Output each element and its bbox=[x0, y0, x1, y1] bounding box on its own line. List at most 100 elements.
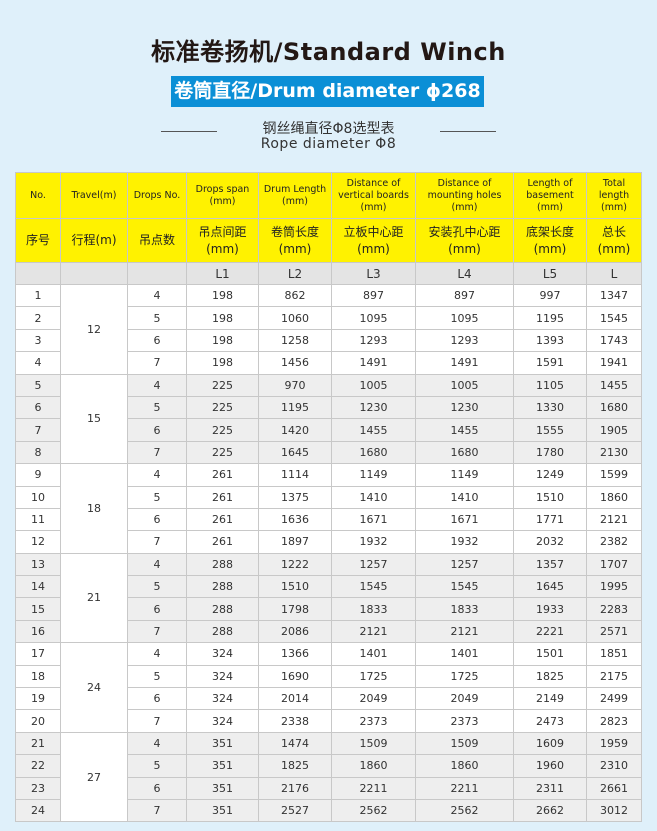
cell-no: 2 bbox=[15, 306, 61, 330]
cell-basement: 1555 bbox=[513, 418, 587, 442]
cell-no: 19 bbox=[15, 687, 61, 711]
header-en-cell: No. bbox=[15, 172, 61, 219]
cell-drops-span: 261 bbox=[186, 507, 259, 532]
cell-drops-span: 225 bbox=[186, 373, 259, 397]
header-en-cell: Distance of vertical boards (mm) bbox=[331, 172, 416, 219]
cell-vertical-boards: 1410 bbox=[331, 485, 416, 509]
cell-vertical-boards: 1833 bbox=[331, 597, 416, 621]
header-symbol-cell bbox=[60, 262, 128, 285]
cell-vertical-boards: 1257 bbox=[331, 552, 416, 577]
cell-mounting-holes: 1545 bbox=[415, 575, 514, 599]
header-symbol-row: L1 L2 L3 L4 L5 L bbox=[15, 262, 642, 285]
cell-total-length: 1545 bbox=[586, 306, 642, 330]
cell-no: 23 bbox=[15, 776, 61, 800]
cell-mounting-holes: 1671 bbox=[415, 507, 514, 532]
cell-drum-length: 2176 bbox=[258, 776, 332, 800]
cell-drops-no: 7 bbox=[127, 619, 187, 644]
cell-total-length: 1455 bbox=[586, 373, 642, 397]
cell-vertical-boards: 897 bbox=[331, 283, 416, 308]
header-en-cell: Drops No. bbox=[127, 172, 187, 219]
table-row: 3 6 198 1258 1293 1293 1393 1743 bbox=[15, 328, 642, 353]
cell-drum-length: 1114 bbox=[258, 463, 332, 487]
cell-basement: 1780 bbox=[513, 440, 587, 465]
cell-mounting-holes: 1932 bbox=[415, 530, 514, 554]
cell-mounting-holes: 1725 bbox=[415, 664, 514, 689]
cell-travel: 24 bbox=[60, 642, 128, 733]
cell-mounting-holes: 1257 bbox=[415, 552, 514, 577]
cell-drum-length: 1645 bbox=[258, 440, 332, 465]
cell-drops-no: 5 bbox=[127, 664, 187, 689]
cell-drum-length: 1798 bbox=[258, 597, 332, 621]
cell-drum-length: 1195 bbox=[258, 395, 332, 420]
cell-drum-length: 1258 bbox=[258, 328, 332, 353]
cell-no: 4 bbox=[15, 351, 61, 375]
cell-total-length: 1347 bbox=[586, 283, 642, 308]
table-row: 13 21 4 288 1222 1257 1257 1357 1707 bbox=[15, 552, 642, 644]
cell-travel: 18 bbox=[60, 463, 128, 554]
cell-vertical-boards: 1005 bbox=[331, 373, 416, 397]
cell-vertical-boards: 1401 bbox=[331, 642, 416, 666]
cell-basement: 1771 bbox=[513, 507, 587, 532]
table-row: 7 6 225 1420 1455 1455 1555 1905 bbox=[15, 418, 642, 442]
cell-mounting-holes: 1680 bbox=[415, 440, 514, 465]
cell-drops-span: 288 bbox=[186, 552, 259, 577]
cell-drops-no: 6 bbox=[127, 687, 187, 711]
header-en-cell: Length of basement (mm) bbox=[513, 172, 587, 219]
header-symbol-cell bbox=[15, 262, 61, 285]
cell-total-length: 2175 bbox=[586, 664, 642, 689]
cell-vertical-boards: 1455 bbox=[331, 418, 416, 442]
cell-drops-no: 5 bbox=[127, 485, 187, 509]
table-row: 4 7 198 1456 1491 1491 1591 1941 bbox=[15, 351, 642, 375]
cell-drum-length: 2014 bbox=[258, 687, 332, 711]
cell-mounting-holes: 1401 bbox=[415, 642, 514, 666]
cell-total-length: 2661 bbox=[586, 776, 642, 800]
cell-drum-length: 1690 bbox=[258, 664, 332, 689]
cell-mounting-holes: 1410 bbox=[415, 485, 514, 509]
cell-vertical-boards: 1149 bbox=[331, 463, 416, 487]
cell-drops-span: 261 bbox=[186, 530, 259, 554]
cell-drops-span: 324 bbox=[186, 642, 259, 666]
cell-drops-span: 351 bbox=[186, 776, 259, 800]
cell-no: 6 bbox=[15, 395, 61, 420]
cell-vertical-boards: 1932 bbox=[331, 530, 416, 554]
table-row: 2 5 198 1060 1095 1095 1195 1545 bbox=[15, 306, 642, 330]
cell-basement: 2473 bbox=[513, 709, 587, 733]
cell-drops-no: 4 bbox=[127, 283, 187, 308]
cell-mounting-holes: 1293 bbox=[415, 328, 514, 353]
table-row: 6 5 225 1195 1230 1230 1330 1680 bbox=[15, 395, 642, 420]
cell-total-length: 1599 bbox=[586, 463, 642, 487]
cell-no: 20 bbox=[15, 709, 61, 733]
table-row: 15 6 288 1798 1833 1833 1933 2283 bbox=[15, 597, 642, 621]
cell-basement: 2221 bbox=[513, 619, 587, 644]
cell-basement: 1501 bbox=[513, 642, 587, 666]
cell-vertical-boards: 1671 bbox=[331, 507, 416, 532]
cell-mounting-holes: 1509 bbox=[415, 731, 514, 756]
cell-total-length: 1851 bbox=[586, 642, 642, 666]
cell-drops-span: 261 bbox=[186, 463, 259, 487]
cell-drum-length: 1510 bbox=[258, 575, 332, 599]
cell-drops-span: 225 bbox=[186, 418, 259, 442]
cell-total-length: 2310 bbox=[586, 754, 642, 778]
cell-total-length: 1743 bbox=[586, 328, 642, 353]
header-cn-cell: 底架长度 (mm) bbox=[513, 218, 587, 263]
cell-no: 3 bbox=[15, 328, 61, 353]
cell-basement: 1645 bbox=[513, 575, 587, 599]
cell-drum-length: 1456 bbox=[258, 351, 332, 375]
cell-drops-span: 288 bbox=[186, 575, 259, 599]
cell-vertical-boards: 1095 bbox=[331, 306, 416, 330]
cell-basement: 1330 bbox=[513, 395, 587, 420]
cell-no: 24 bbox=[15, 798, 61, 823]
table-row: 24 7 351 2527 2562 2562 2662 3012 bbox=[15, 798, 642, 823]
cell-drops-span: 198 bbox=[186, 328, 259, 353]
cell-vertical-boards: 1725 bbox=[331, 664, 416, 689]
table-row: 8 7 225 1645 1680 1680 1780 2130 bbox=[15, 440, 642, 465]
cell-drops-no: 7 bbox=[127, 709, 187, 733]
cell-drum-length: 2086 bbox=[258, 619, 332, 644]
cell-no: 16 bbox=[15, 619, 61, 644]
cell-basement: 1105 bbox=[513, 373, 587, 397]
winch-spec-table: No. Travel(m) Drops No. Drops span (mm) Drum … bbox=[15, 172, 642, 823]
subtitle-cn: 钢丝绳直径Φ8选型表 bbox=[262, 121, 395, 137]
cell-drops-span: 324 bbox=[186, 664, 259, 689]
cell-total-length: 1941 bbox=[586, 351, 642, 375]
cell-no: 1 bbox=[15, 283, 61, 308]
